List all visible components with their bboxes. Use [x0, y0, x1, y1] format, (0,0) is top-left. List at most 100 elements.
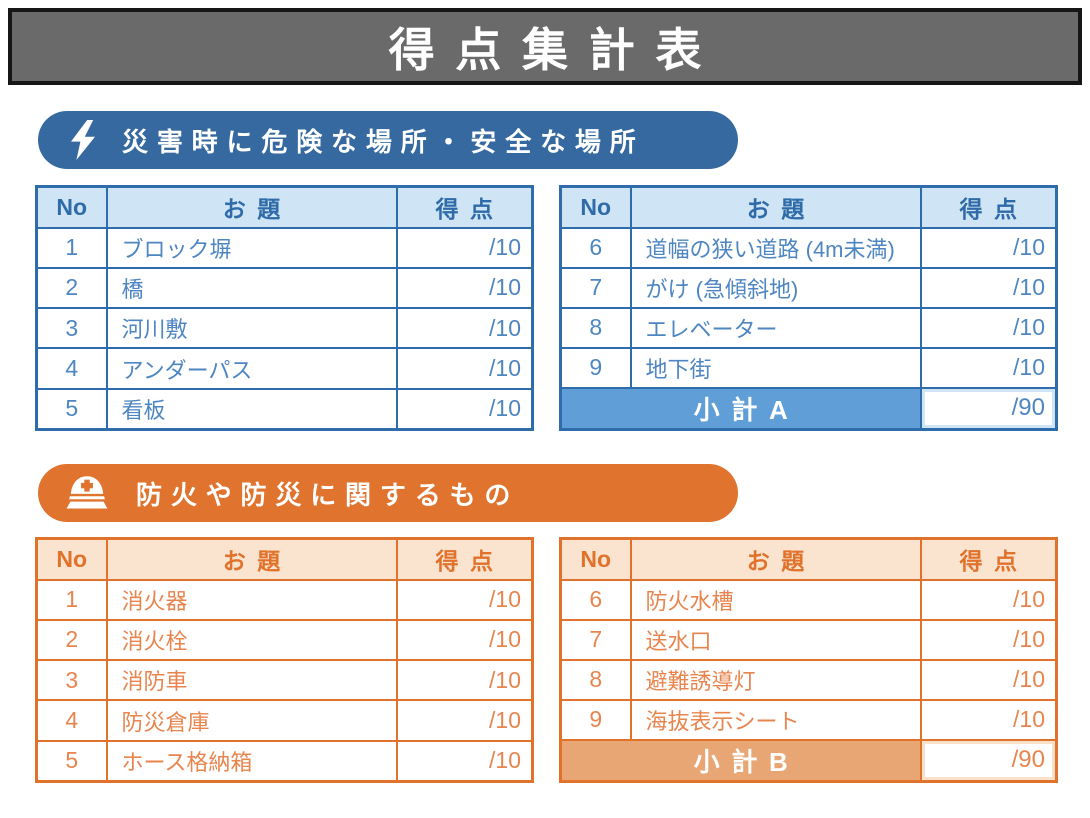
row-no: 3 — [35, 307, 108, 350]
table-row: 5 ホース格納箱 /10 — [35, 739, 534, 783]
row-item: 看板 — [105, 387, 398, 431]
score-field[interactable]: /10 — [919, 226, 1058, 269]
row-item: 海抜表示シート — [629, 698, 922, 741]
score-field[interactable]: /10 — [395, 387, 534, 431]
score-field[interactable]: /10 — [395, 226, 534, 269]
row-item: 避難誘導灯 — [629, 658, 922, 701]
row-no: 6 — [559, 226, 632, 269]
fire-table-1-5: No お題 得点 1 消火器 /10 2 消火栓 /10 3 消 — [35, 537, 534, 783]
subtotal-a-label: 小計A — [559, 386, 922, 430]
table-row: 9 地下街 /10 — [559, 346, 1058, 389]
row-no: 8 — [559, 658, 632, 701]
header-score: 得点 — [395, 185, 534, 229]
subtotal-row: 小計A /90 — [559, 386, 1058, 430]
table-row: 2 橋 /10 — [35, 266, 534, 310]
row-no: 1 — [35, 226, 108, 269]
table-row: 3 河川敷 /10 — [35, 307, 534, 350]
header-row: No お題 得点 — [559, 185, 1058, 229]
row-item: ブロック塀 — [105, 226, 398, 269]
score-field[interactable]: /10 — [919, 266, 1058, 309]
score-field[interactable]: /10 — [919, 578, 1058, 621]
row-no: 4 — [35, 699, 108, 742]
table-row: 1 ブロック塀 /10 — [35, 226, 534, 269]
header-row: No お題 得点 — [35, 185, 534, 229]
fire-prevention-banner-label: 防火や防災に関するもの — [136, 479, 520, 510]
score-field[interactable]: /10 — [919, 346, 1058, 389]
table-row: 8 避難誘導灯 /10 — [559, 658, 1058, 701]
row-no: 9 — [559, 698, 632, 741]
score-field[interactable]: /10 — [395, 266, 534, 310]
score-field[interactable]: /10 — [919, 698, 1058, 741]
danger-places-tables: No お題 得点 1 ブロック塀 /10 2 橋 /10 3 河 — [35, 185, 1058, 431]
row-no: 2 — [35, 618, 108, 662]
score-field[interactable]: /10 — [395, 699, 534, 742]
row-item: 橋 — [105, 266, 398, 310]
table-row: 9 海抜表示シート /10 — [559, 698, 1058, 741]
header-score: 得点 — [395, 537, 534, 581]
header-no: No — [35, 185, 108, 229]
row-item: 河川敷 — [105, 307, 398, 350]
score-field[interactable]: /10 — [395, 659, 534, 702]
row-item: 消火器 — [105, 578, 398, 621]
row-no: 2 — [35, 266, 108, 310]
page-title: 得点集計表 — [388, 23, 723, 76]
table-row: 1 消火器 /10 — [35, 578, 534, 621]
row-no: 9 — [559, 346, 632, 389]
row-item: がけ (急傾斜地) — [629, 266, 922, 309]
row-item: 消防車 — [105, 659, 398, 702]
title-banner: 得点集計表 — [8, 8, 1082, 85]
table-row: 8 エレベーター /10 — [559, 306, 1058, 349]
score-field[interactable]: /10 — [919, 658, 1058, 701]
row-item: エレベーター — [629, 306, 922, 349]
row-no: 7 — [559, 266, 632, 309]
subtotal-a-score-field[interactable]: /90 — [919, 386, 1058, 430]
fire-table-6-9: No お題 得点 6 防火水槽 /10 7 送水口 /10 8 — [559, 537, 1058, 783]
header-item: お題 — [629, 185, 922, 229]
row-no: 5 — [35, 387, 108, 431]
table-row: 2 消火栓 /10 — [35, 618, 534, 662]
table-row: 7 がけ (急傾斜地) /10 — [559, 266, 1058, 309]
score-field[interactable]: /10 — [395, 307, 534, 350]
header-row: No お題 得点 — [35, 537, 534, 581]
table-row: 6 防火水槽 /10 — [559, 578, 1058, 621]
fire-prevention-tables: No お題 得点 1 消火器 /10 2 消火栓 /10 3 消 — [35, 537, 1058, 783]
row-no: 7 — [559, 618, 632, 661]
row-item: 消火栓 — [105, 618, 398, 662]
danger-table-6-9: No お題 得点 6 道幅の狭い道路 (4m未満) /10 7 がけ (急傾斜地… — [559, 185, 1058, 431]
score-field[interactable]: /10 — [919, 618, 1058, 661]
header-no: No — [559, 185, 632, 229]
table-row: 7 送水口 /10 — [559, 618, 1058, 661]
score-field[interactable]: /10 — [919, 306, 1058, 349]
row-item: 道幅の狭い道路 (4m未満) — [629, 226, 922, 269]
score-field[interactable]: /10 — [395, 739, 534, 783]
danger-places-banner: 災害時に危険な場所・安全な場所 — [38, 111, 738, 169]
header-item: お題 — [105, 185, 398, 229]
row-item: 送水口 — [629, 618, 922, 661]
header-score: 得点 — [919, 185, 1058, 229]
row-no: 4 — [35, 347, 108, 390]
danger-places-banner-label: 災害時に危険な場所・安全な場所 — [122, 126, 645, 157]
row-item: ホース格納箱 — [105, 739, 398, 783]
subtotal-b-label: 小計B — [559, 738, 922, 782]
score-field[interactable]: /10 — [395, 578, 534, 621]
row-no: 3 — [35, 659, 108, 702]
lightning-icon — [68, 120, 98, 160]
table-row: 3 消防車 /10 — [35, 659, 534, 702]
table-row: 6 道幅の狭い道路 (4m未満) /10 — [559, 226, 1058, 269]
table-row: 4 防災倉庫 /10 — [35, 699, 534, 742]
helmet-icon — [62, 474, 112, 513]
score-field[interactable]: /10 — [395, 618, 534, 662]
score-field[interactable]: /10 — [395, 347, 534, 390]
row-no: 1 — [35, 578, 108, 621]
row-item: アンダーパス — [105, 347, 398, 390]
row-no: 6 — [559, 578, 632, 621]
table-row: 5 看板 /10 — [35, 387, 534, 431]
row-no: 8 — [559, 306, 632, 349]
subtotal-b-score-field[interactable]: /90 — [919, 738, 1058, 782]
danger-table-1-5: No お題 得点 1 ブロック塀 /10 2 橋 /10 3 河 — [35, 185, 534, 431]
row-no: 5 — [35, 739, 108, 783]
table-row: 4 アンダーパス /10 — [35, 347, 534, 390]
header-row: No お題 得点 — [559, 537, 1058, 581]
header-item: お題 — [629, 537, 922, 581]
